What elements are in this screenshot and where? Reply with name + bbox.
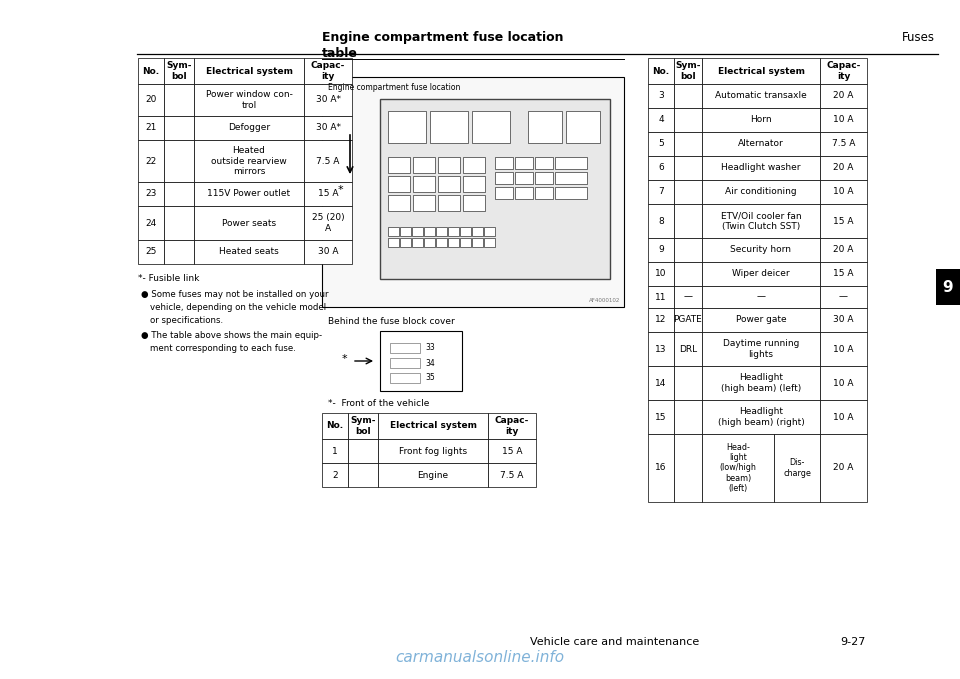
Text: 9-27: 9-27: [840, 637, 865, 647]
Text: AF4000102: AF4000102: [588, 298, 620, 303]
Bar: [820, 108, 867, 132]
Text: Defogger: Defogger: [228, 124, 270, 132]
Bar: [674, 262, 702, 286]
Text: 21: 21: [145, 124, 156, 132]
Text: Engine compartment fuse location: Engine compartment fuse location: [322, 31, 564, 44]
Bar: [378, 463, 488, 487]
Text: Front fog lights: Front fog lights: [399, 447, 468, 456]
Bar: [648, 286, 674, 308]
Bar: [472, 111, 510, 143]
Bar: [702, 400, 820, 434]
Text: Heated
outside rearview
mirrors: Heated outside rearview mirrors: [211, 146, 287, 176]
Bar: [348, 439, 378, 463]
Text: Sym-
bol: Sym- bol: [350, 416, 375, 436]
Text: 7.5 A: 7.5 A: [500, 471, 524, 479]
Bar: [436, 238, 447, 247]
Text: Capac-
ity: Capac- ity: [494, 416, 529, 436]
Bar: [674, 332, 702, 366]
Text: 6: 6: [659, 164, 664, 172]
Text: 8: 8: [659, 217, 664, 225]
Text: 30 A: 30 A: [318, 248, 338, 257]
Text: 10 A: 10 A: [833, 378, 853, 388]
Text: Wiper deicer: Wiper deicer: [732, 270, 790, 278]
Text: 115V Power outlet: 115V Power outlet: [207, 189, 291, 198]
Bar: [380, 331, 462, 391]
Text: 3: 3: [659, 92, 664, 100]
Text: Engine compartment fuse location: Engine compartment fuse location: [328, 83, 461, 92]
Text: 25: 25: [145, 248, 156, 257]
Text: *: *: [341, 354, 347, 364]
Bar: [648, 400, 674, 434]
Bar: [463, 176, 485, 192]
Bar: [648, 308, 674, 332]
Text: 30 A*: 30 A*: [316, 124, 341, 132]
Text: Horn: Horn: [750, 115, 772, 124]
Bar: [400, 227, 411, 236]
Text: Sym-
bol: Sym- bol: [166, 61, 192, 81]
Text: 15: 15: [656, 413, 667, 422]
Text: Headlight washer: Headlight washer: [721, 164, 801, 172]
Bar: [138, 140, 164, 182]
Text: Daytime running
lights: Daytime running lights: [723, 340, 799, 359]
Text: —: —: [756, 293, 765, 301]
Text: 24: 24: [145, 219, 156, 227]
Bar: [936, 269, 960, 305]
Text: 34: 34: [425, 359, 435, 367]
Bar: [648, 204, 674, 238]
Bar: [463, 157, 485, 173]
Text: ● Some fuses may not be installed on your: ● Some fuses may not be installed on you…: [141, 290, 328, 299]
Bar: [820, 262, 867, 286]
Bar: [535, 187, 553, 199]
Bar: [648, 262, 674, 286]
Bar: [390, 373, 420, 383]
Text: Sym-
bol: Sym- bol: [675, 61, 701, 81]
Bar: [702, 132, 820, 156]
Bar: [348, 463, 378, 487]
Bar: [702, 58, 820, 84]
Bar: [378, 439, 488, 463]
Bar: [413, 195, 435, 211]
Text: Electrical system: Electrical system: [205, 67, 293, 75]
Bar: [515, 172, 533, 184]
Bar: [388, 227, 399, 236]
Bar: [304, 206, 352, 240]
Bar: [702, 308, 820, 332]
Bar: [674, 434, 702, 502]
Bar: [164, 206, 194, 240]
Bar: [424, 227, 435, 236]
Text: 7: 7: [659, 187, 664, 196]
Text: 30 A*: 30 A*: [316, 96, 341, 105]
Bar: [138, 182, 164, 206]
Bar: [674, 204, 702, 238]
Bar: [448, 238, 459, 247]
Text: 16: 16: [656, 464, 667, 473]
Text: 23: 23: [145, 189, 156, 198]
Text: No.: No.: [653, 67, 669, 75]
Text: 9: 9: [659, 246, 664, 255]
Text: Automatic transaxle: Automatic transaxle: [715, 92, 806, 100]
Bar: [488, 463, 536, 487]
Text: Electrical system: Electrical system: [717, 67, 804, 75]
Bar: [674, 132, 702, 156]
Text: 20 A: 20 A: [833, 92, 853, 100]
Bar: [438, 195, 460, 211]
Text: 15 A: 15 A: [833, 217, 853, 225]
Bar: [484, 238, 495, 247]
Bar: [430, 111, 468, 143]
Bar: [702, 366, 820, 400]
Bar: [820, 308, 867, 332]
Bar: [164, 140, 194, 182]
Text: *: *: [337, 185, 343, 195]
Bar: [164, 116, 194, 140]
Bar: [820, 58, 867, 84]
Text: 4: 4: [659, 115, 663, 124]
Bar: [424, 238, 435, 247]
Text: 25 (20)
A: 25 (20) A: [312, 213, 345, 233]
Text: 20: 20: [145, 96, 156, 105]
Bar: [702, 238, 820, 262]
Bar: [463, 195, 485, 211]
Text: Engine: Engine: [418, 471, 448, 479]
Bar: [304, 116, 352, 140]
Bar: [412, 227, 423, 236]
Text: Dis-
charge: Dis- charge: [783, 458, 811, 478]
